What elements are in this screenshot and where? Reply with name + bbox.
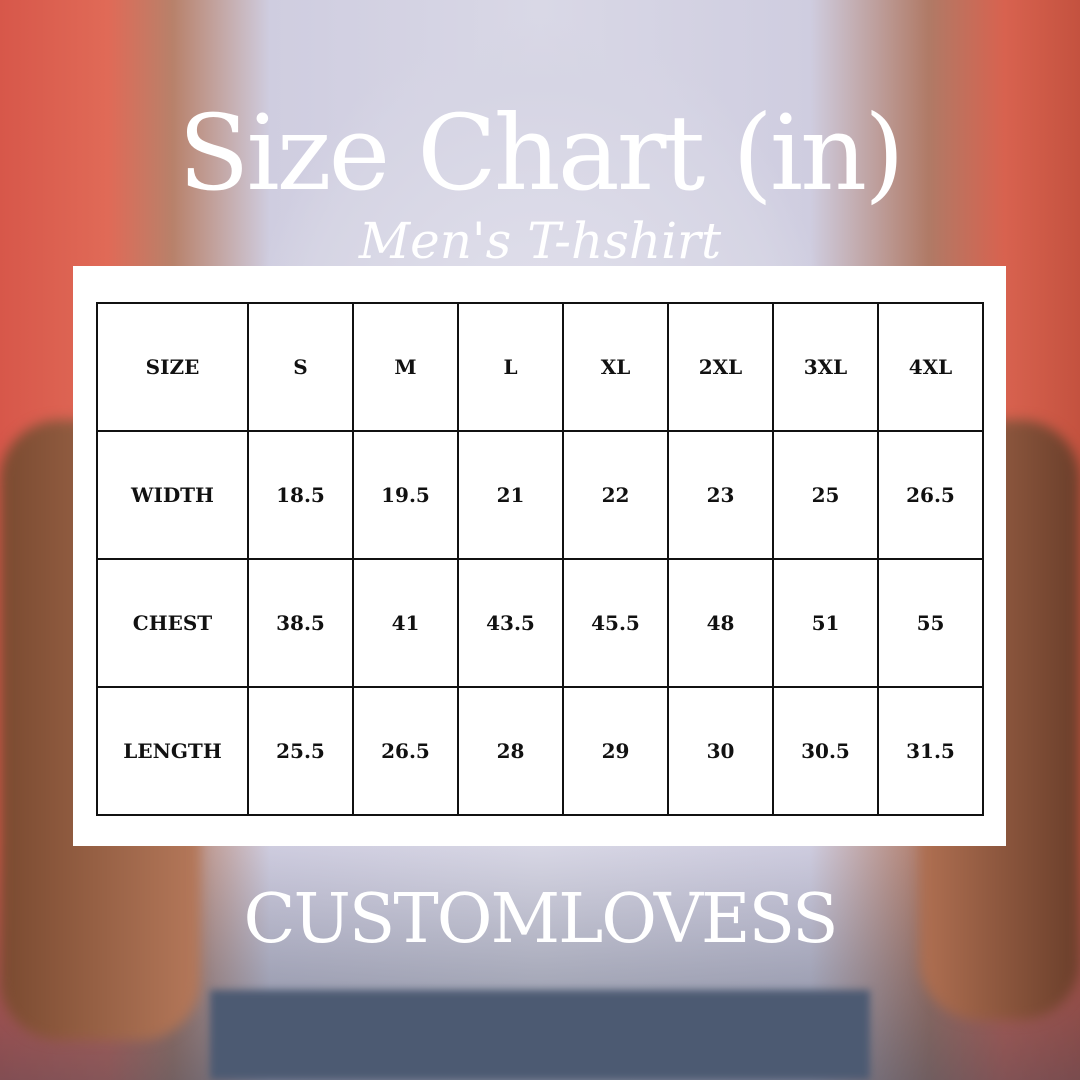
- table-cell: 29: [562, 686, 669, 816]
- table-cell: 19.5: [352, 430, 459, 560]
- table-cell: 51: [772, 558, 879, 688]
- table-header-row: SIZE S M L XL 2XL 3XL 4XL: [96, 302, 984, 432]
- table-cell: M: [352, 302, 459, 432]
- table-cell: 45.5: [562, 558, 669, 688]
- table-cell: 41: [352, 558, 459, 688]
- table-cell: 28: [457, 686, 564, 816]
- table-row: LENGTH 25.5 26.5 28 29 30 30.5 31.5: [96, 686, 984, 816]
- table-cell: 30: [667, 686, 774, 816]
- table-cell: 3XL: [772, 302, 879, 432]
- table-cell: 30.5: [772, 686, 879, 816]
- table-cell: 22: [562, 430, 669, 560]
- table-cell: 26.5: [352, 686, 459, 816]
- table-cell: 38.5: [247, 558, 354, 688]
- table-cell: 25.5: [247, 686, 354, 816]
- subtitle: Men's T-hshirt: [358, 212, 722, 270]
- table-cell: 18.5: [247, 430, 354, 560]
- table-cell: 23: [667, 430, 774, 560]
- table-cell: 25: [772, 430, 879, 560]
- row-label-cell: LENGTH: [96, 686, 249, 816]
- table-row: CHEST 38.5 41 43.5 45.5 48 51 55: [96, 558, 984, 688]
- table-cell: 43.5: [457, 558, 564, 688]
- table-cell: 2XL: [667, 302, 774, 432]
- table-cell: 26.5: [877, 430, 984, 560]
- table-cell: 55: [877, 558, 984, 688]
- table-cell: 31.5: [877, 686, 984, 816]
- table-cell: 21: [457, 430, 564, 560]
- table-cell: XL: [562, 302, 669, 432]
- table-row: WIDTH 18.5 19.5 21 22 23 25 26.5: [96, 430, 984, 560]
- table-cell: 4XL: [877, 302, 984, 432]
- table-cell: L: [457, 302, 564, 432]
- row-label-cell: SIZE: [96, 302, 249, 432]
- brand-name: CUSTOMLOVESS: [243, 880, 838, 959]
- size-chart-panel: SIZE S M L XL 2XL 3XL 4XL WIDTH 18.5 19.5 21 22 23 25 2…: [73, 266, 1006, 846]
- background-jeans: [210, 990, 870, 1080]
- table-cell: S: [247, 302, 354, 432]
- table-cell: 48: [667, 558, 774, 688]
- size-chart-table: SIZE S M L XL 2XL 3XL 4XL WIDTH 18.5 19.5 21 22 23 25 2…: [96, 302, 984, 816]
- row-label-cell: WIDTH: [96, 430, 249, 560]
- row-label-cell: CHEST: [96, 558, 249, 688]
- page-title: Size Chart (in): [178, 92, 904, 214]
